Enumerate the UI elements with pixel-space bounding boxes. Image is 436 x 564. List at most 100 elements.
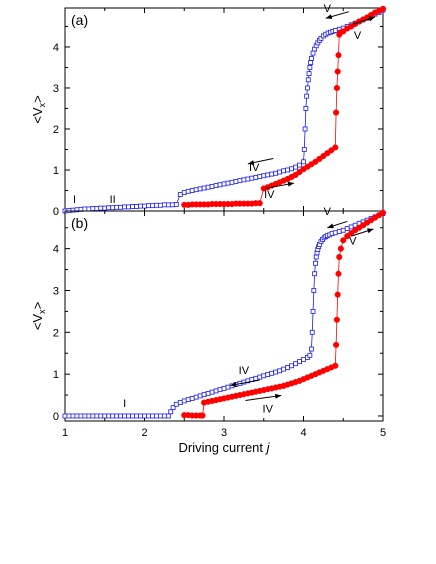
data-point-square xyxy=(209,389,215,395)
data-point-square xyxy=(201,392,207,398)
data-point-square xyxy=(332,28,338,33)
data-point-square xyxy=(269,171,275,177)
sweep-arrow-head xyxy=(287,181,294,187)
data-point-square xyxy=(126,204,131,210)
data-point-square xyxy=(229,179,235,185)
data-point-square xyxy=(70,413,76,419)
data-point-square xyxy=(150,413,155,419)
x-tick-label: 2 xyxy=(141,427,147,439)
data-point-square xyxy=(138,413,143,419)
data-point-square xyxy=(142,413,147,419)
data-point-square xyxy=(312,271,318,277)
data-point-square xyxy=(197,393,203,399)
data-point-square xyxy=(134,204,139,209)
data-point-square xyxy=(269,370,275,376)
sweep-arrow-head xyxy=(368,16,376,22)
data-point-square xyxy=(189,188,195,193)
data-point-square xyxy=(289,166,294,172)
data-point-square xyxy=(273,170,279,176)
data-point-circle xyxy=(333,109,340,116)
y-axis-label-tail: > xyxy=(30,302,45,310)
data-point-square xyxy=(126,413,131,419)
panel-label: (a) xyxy=(71,12,88,28)
data-point-square xyxy=(225,384,231,390)
y-axis-label-sub: x xyxy=(37,102,47,107)
y-tick-label: 3 xyxy=(53,83,59,95)
data-point-square xyxy=(304,93,310,99)
series-filled-circle xyxy=(181,209,387,419)
data-point-square xyxy=(241,177,247,183)
x-axis-label-var: j xyxy=(265,440,271,455)
data-point-square xyxy=(301,147,307,152)
y-tick-label: 1 xyxy=(53,369,59,381)
data-point-square xyxy=(201,185,207,191)
data-point-square xyxy=(306,71,312,77)
sweep-arrow-head xyxy=(325,14,333,20)
region-annotation: V xyxy=(354,30,362,42)
region-annotation: IV xyxy=(239,365,250,377)
data-point-square xyxy=(310,50,316,56)
data-point-circle xyxy=(333,316,340,323)
data-point-square xyxy=(307,65,313,70)
data-point-square xyxy=(340,227,346,233)
data-point-square xyxy=(308,60,314,65)
data-point-square xyxy=(249,175,255,181)
data-point-square xyxy=(336,229,342,234)
y-axis-label-main: <V xyxy=(30,314,45,331)
y-tick-label: 4 xyxy=(53,42,59,54)
data-point-circle xyxy=(199,412,206,419)
y-axis-label: <Vx> xyxy=(30,302,47,330)
data-point-square xyxy=(344,226,350,231)
data-point-square xyxy=(213,388,219,394)
data-point-square xyxy=(173,401,179,407)
data-point-square xyxy=(305,85,310,91)
data-point-square xyxy=(245,176,251,182)
data-point-square xyxy=(170,405,176,411)
data-point-square xyxy=(348,224,354,230)
data-point-square xyxy=(110,413,116,419)
data-point-square xyxy=(118,204,124,210)
data-point-square xyxy=(177,192,183,197)
data-point-square xyxy=(74,413,80,419)
data-point-circle xyxy=(335,52,342,59)
data-point-circle xyxy=(333,341,340,348)
data-point-square xyxy=(118,413,124,419)
data-point-circle xyxy=(333,84,340,92)
data-point-square xyxy=(146,413,151,419)
data-point-square xyxy=(66,413,72,419)
data-point-square xyxy=(181,398,187,404)
data-point-square xyxy=(173,202,179,207)
data-point-square xyxy=(302,126,308,132)
x-tick-label: 4 xyxy=(300,427,306,439)
data-point-square xyxy=(217,387,223,393)
data-point-square xyxy=(98,205,104,211)
data-point-square xyxy=(134,413,139,419)
data-point-square xyxy=(313,254,319,260)
data-point-square xyxy=(102,413,108,419)
data-point-square xyxy=(122,413,128,419)
data-point-square xyxy=(154,202,159,208)
data-point-square xyxy=(146,203,151,209)
data-point-square xyxy=(193,394,199,400)
data-point-square xyxy=(221,385,227,391)
data-point-square xyxy=(110,205,116,211)
y-tick-label: 0 xyxy=(53,411,59,423)
panel-label: (b) xyxy=(71,215,88,231)
data-point-square xyxy=(285,167,291,173)
data-point-square xyxy=(197,186,203,192)
data-point-circle xyxy=(379,5,387,12)
data-point-square xyxy=(301,357,306,362)
data-point-square xyxy=(161,413,167,419)
region-annotation: IV xyxy=(263,404,274,416)
sweep-arrow-head xyxy=(230,381,237,387)
data-point-square xyxy=(130,413,135,419)
data-point-square xyxy=(205,184,211,190)
data-point-square xyxy=(189,396,195,401)
sweep-arrow-head xyxy=(366,228,374,234)
data-point-square xyxy=(225,180,231,186)
data-point-square xyxy=(281,366,287,372)
data-point-square xyxy=(157,202,163,208)
